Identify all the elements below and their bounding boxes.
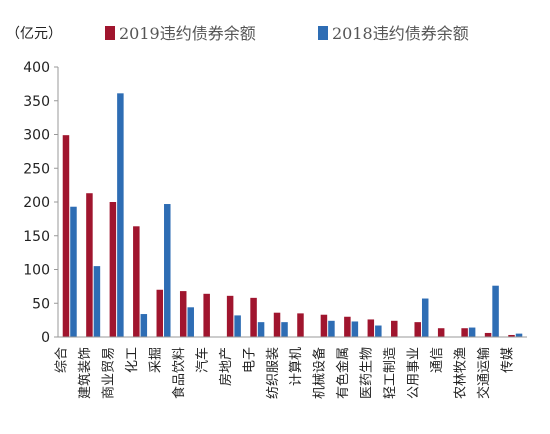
x-tick-label: 传媒 — [500, 347, 515, 373]
bar-2019-13 — [367, 319, 375, 337]
bar-2019-18 — [484, 332, 492, 337]
bar-2019-10 — [297, 313, 304, 337]
x-tick-label: 建筑装饰 — [77, 347, 93, 399]
bar-2018-8 — [257, 322, 265, 337]
bar-2018-15 — [421, 298, 429, 337]
bar-2018-4 — [164, 204, 171, 337]
x-tick-label: 农林牧渔 — [453, 347, 468, 399]
bar-2019-4 — [156, 289, 164, 337]
bar-2018-11 — [328, 320, 335, 337]
bar-2019-9 — [273, 312, 281, 337]
bar-2018-3 — [140, 314, 148, 337]
bar-2019-2 — [109, 202, 117, 337]
x-tick-label: 机械设备 — [312, 347, 328, 399]
x-axis: 综合 建筑装饰 商业贸易 化工 采掘 食品饮料 汽车 房地产 电子 纺织服装 计算机 机械设备 有色金属… — [55, 336, 527, 399]
y-axis-unit-label: （亿元） — [6, 26, 62, 42]
bar-2018-17 — [468, 327, 476, 337]
bar-2018-1 — [93, 266, 101, 337]
x-tick-label: 计算机 — [289, 347, 304, 386]
bar-2018-13 — [375, 325, 382, 337]
bar-2018-19 — [515, 333, 523, 337]
y-tick-label: 400 — [23, 60, 50, 76]
bar-2018-7 — [234, 315, 241, 337]
x-tick-label: 房地产 — [218, 347, 234, 386]
x-tick-label: 食品饮料 — [171, 347, 187, 399]
x-tick-label: 纺织服装 — [266, 347, 281, 399]
y-tick-label: 0 — [41, 330, 50, 346]
bar-2019-12 — [344, 316, 351, 337]
bar-2019-14 — [391, 320, 398, 337]
bar-2019-8 — [250, 297, 257, 337]
y-tick-label: 100 — [23, 263, 50, 279]
x-tick-label: 公用事业 — [406, 347, 421, 399]
bar-2019-15 — [414, 322, 421, 337]
bar-2018-0 — [70, 206, 77, 337]
bar-2019-5 — [179, 291, 187, 337]
y-tick-label: 50 — [32, 296, 50, 312]
legend-label-2018: 2018违约债券余额 — [332, 24, 469, 43]
bar-2018-9 — [281, 322, 288, 337]
x-tick-label: 商业贸易 — [102, 347, 117, 399]
x-tick-label: 电子 — [242, 347, 257, 373]
bars — [62, 93, 523, 337]
x-tick-label: 有色金属 — [335, 347, 351, 399]
x-tick-label: 化工 — [125, 347, 140, 373]
y-tick-label: 300 — [23, 128, 50, 144]
bar-2019-1 — [86, 193, 93, 337]
bar-2019-7 — [226, 295, 234, 337]
bar-2019-16 — [437, 328, 445, 337]
x-tick-label: 采掘 — [149, 347, 164, 373]
x-tick-label: 医药生物 — [360, 347, 375, 399]
bar-2019-11 — [320, 314, 328, 337]
bar-2018-2 — [117, 93, 124, 337]
bar-2019-19 — [508, 334, 515, 337]
bar-2018-5 — [187, 307, 194, 337]
y-tick-label: 150 — [23, 229, 50, 245]
legend-swatch-2018 — [318, 26, 328, 40]
x-tick-label: 轻工制造 — [383, 347, 398, 399]
bar-2019-6 — [203, 293, 210, 337]
bar-2019-17 — [461, 328, 468, 337]
y-tick-label: 350 — [23, 94, 50, 110]
x-tick-label: 通信 — [430, 347, 445, 373]
x-tick-label: 综合 — [55, 347, 70, 373]
bar-2018-12 — [351, 321, 359, 337]
bar-2019-3 — [133, 226, 140, 337]
x-tick-label: 交通运输 — [476, 347, 492, 399]
x-tick-label: 汽车 — [194, 347, 210, 373]
legend-swatch-2019 — [105, 26, 115, 40]
y-tick-label: 250 — [23, 161, 50, 177]
legend: 2019违约债券余额 2018违约债券余额 — [105, 24, 469, 43]
y-tick-label: 200 — [23, 195, 50, 211]
bar-2019-0 — [62, 135, 70, 337]
y-axis: 0 50 100 150 200 250 300 350 400 — [23, 60, 59, 346]
legend-label-2019: 2019违约债券余额 — [119, 24, 256, 43]
bar-2018-18 — [492, 285, 499, 337]
